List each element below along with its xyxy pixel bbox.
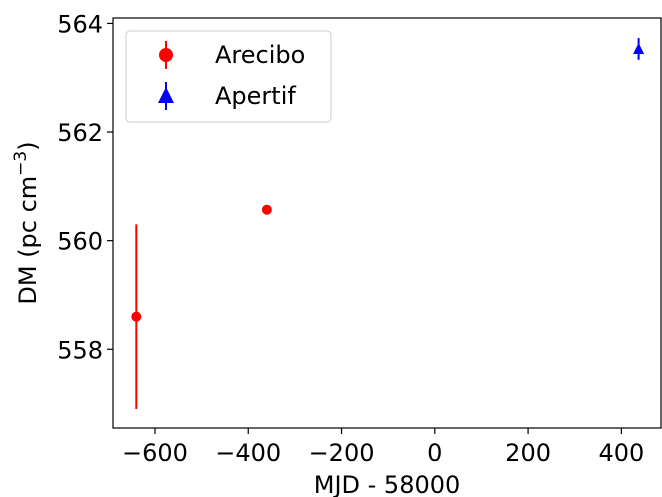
x-tick-label: −600 xyxy=(122,439,188,467)
y-axis-label-exponent: −3 xyxy=(11,151,31,176)
legend-frame xyxy=(125,30,332,123)
x-tick-label: −200 xyxy=(309,439,375,467)
y-axis-label-close: ) xyxy=(14,141,42,150)
legend-apertif-marker xyxy=(158,87,174,103)
y-axis-label: DM (pc cm−3) xyxy=(11,141,42,304)
x-tick-label: −400 xyxy=(215,439,281,467)
arecibo-data-point xyxy=(261,204,272,215)
legend: Arecibo Apertif xyxy=(125,30,332,123)
x-tick-label: 200 xyxy=(505,439,551,467)
axes-frame xyxy=(112,17,662,429)
legend-arecibo-label: Arecibo xyxy=(215,41,305,69)
y-tick-label: 560 xyxy=(57,228,103,256)
plot-area xyxy=(131,38,645,409)
legend-arecibo-marker xyxy=(159,48,173,62)
y-tick-label: 558 xyxy=(57,336,103,364)
legend-apertif-label: Apertif xyxy=(215,82,296,110)
arecibo-data-point xyxy=(131,311,142,322)
x-axis-label: MJD - 58000 xyxy=(314,471,461,497)
apertif-data-point xyxy=(633,42,645,54)
y-axis-label-main: DM (pc cm xyxy=(14,176,42,305)
x-tick-label: 0 xyxy=(427,439,442,467)
y-axis-ticks: 558 560 562 564 xyxy=(57,10,113,364)
y-tick-label: 564 xyxy=(57,10,103,38)
y-tick-label: 562 xyxy=(57,119,103,147)
x-axis-ticks: −600 −400 −200 0 200 400 xyxy=(122,428,644,467)
x-tick-label: 400 xyxy=(598,439,644,467)
